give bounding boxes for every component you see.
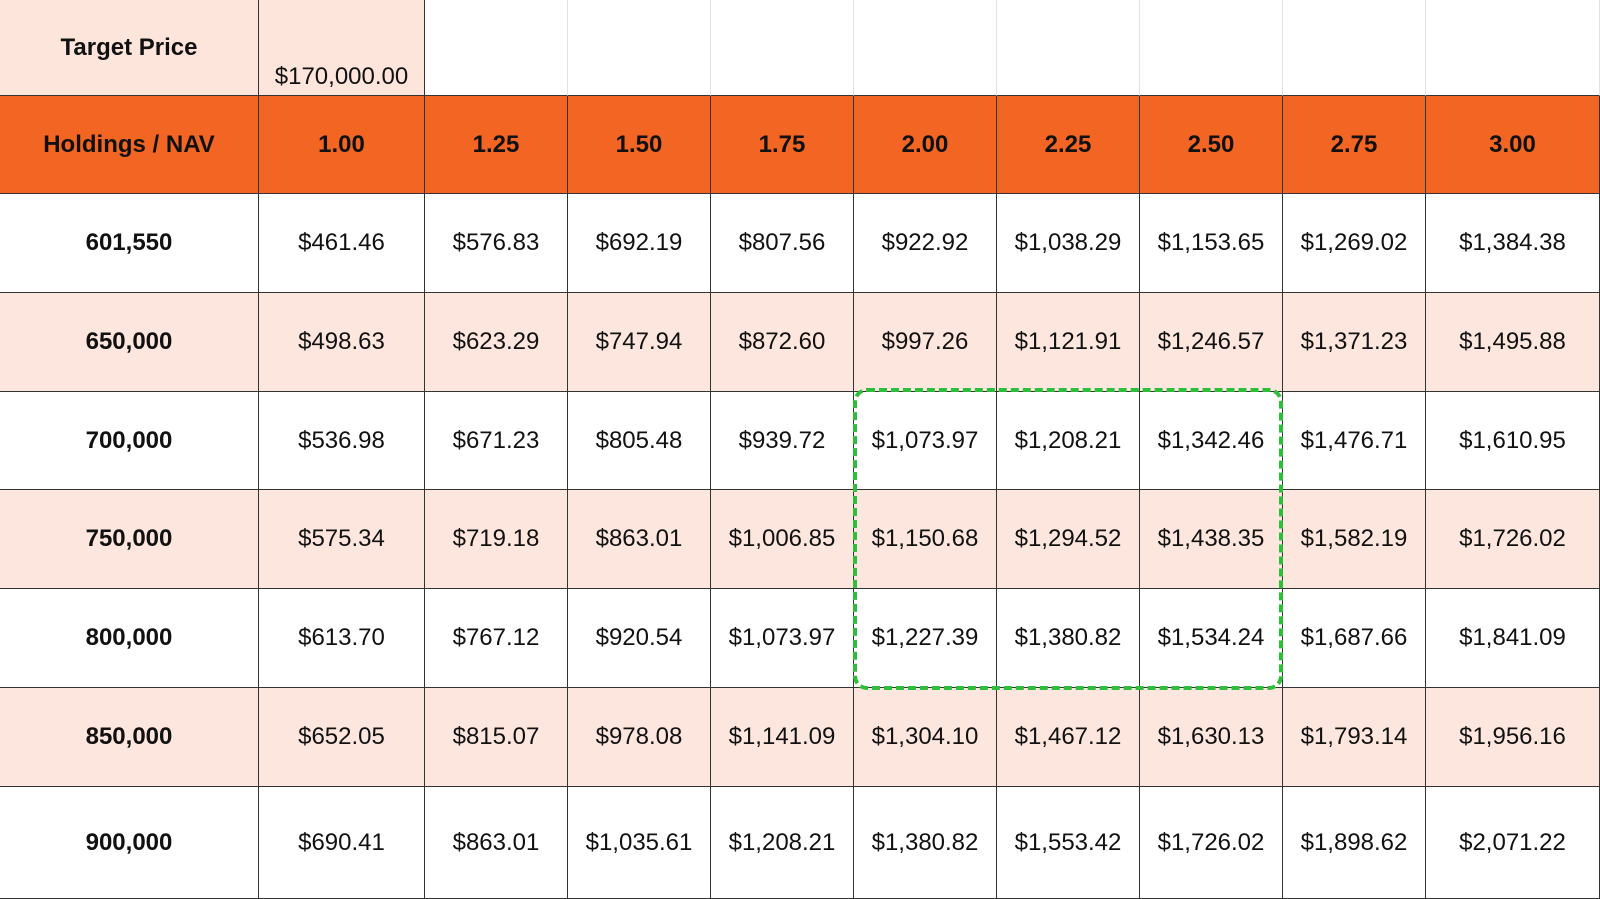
- value-cell: $613.70: [259, 589, 425, 688]
- value-cell: $1,841.09: [1426, 589, 1600, 688]
- value-cell: $1,150.68: [854, 490, 997, 589]
- value-cell: $1,687.66: [1283, 589, 1426, 688]
- value-cell: $1,208.21: [997, 392, 1140, 490]
- value-cell: $1,495.88: [1426, 293, 1600, 392]
- value-cell: $997.26: [854, 293, 997, 392]
- value-cell: $1,793.14: [1283, 688, 1426, 787]
- value-cell: $1,006.85: [711, 490, 854, 589]
- value-cell: $863.01: [568, 490, 711, 589]
- value-cell: $1,553.42: [997, 787, 1140, 899]
- value-cell: $1,246.57: [1140, 293, 1283, 392]
- value-cell: $1,582.19: [1283, 490, 1426, 589]
- value-cell: $1,610.95: [1426, 392, 1600, 490]
- value-cell: $747.94: [568, 293, 711, 392]
- value-cell: $1,269.02: [1283, 194, 1426, 293]
- header-cell: 3.00: [1426, 96, 1600, 194]
- empty-cell: [997, 0, 1140, 96]
- value-cell: $1,380.82: [997, 589, 1140, 688]
- empty-cell: [1140, 0, 1283, 96]
- value-cell: $1,227.39: [854, 589, 997, 688]
- value-cell: $1,073.97: [711, 589, 854, 688]
- value-cell: $1,121.91: [997, 293, 1140, 392]
- value-cell: $1,035.61: [568, 787, 711, 899]
- row-label: 700,000: [0, 392, 259, 490]
- row-label: 601,550: [0, 194, 259, 293]
- value-cell: $1,384.38: [1426, 194, 1600, 293]
- header-cell: Holdings / NAV: [0, 96, 259, 194]
- value-cell: $576.83: [425, 194, 568, 293]
- empty-cell: [854, 0, 997, 96]
- value-cell: $1,956.16: [1426, 688, 1600, 787]
- target-label: Target Price: [0, 0, 259, 96]
- empty-cell: [568, 0, 711, 96]
- header-cell: 1.00: [259, 96, 425, 194]
- value-cell: $2,071.22: [1426, 787, 1600, 899]
- header-cell: 2.75: [1283, 96, 1426, 194]
- value-cell: $575.34: [259, 490, 425, 589]
- empty-cell: [1283, 0, 1426, 96]
- empty-cell: [1426, 0, 1600, 96]
- header-cell: 1.25: [425, 96, 568, 194]
- value-cell: $815.07: [425, 688, 568, 787]
- value-cell: $805.48: [568, 392, 711, 490]
- header-cell: 2.00: [854, 96, 997, 194]
- value-cell: $1,726.02: [1426, 490, 1600, 589]
- value-cell: $767.12: [425, 589, 568, 688]
- row-label: 650,000: [0, 293, 259, 392]
- empty-cell: [425, 0, 568, 96]
- value-cell: $1,438.35: [1140, 490, 1283, 589]
- empty-cell: [711, 0, 854, 96]
- value-cell: $623.29: [425, 293, 568, 392]
- value-cell: $1,141.09: [711, 688, 854, 787]
- value-cell: $807.56: [711, 194, 854, 293]
- value-cell: $1,304.10: [854, 688, 997, 787]
- header-cell: 2.25: [997, 96, 1140, 194]
- value-cell: $1,476.71: [1283, 392, 1426, 490]
- target-value: $170,000.00: [259, 0, 425, 96]
- value-cell: $1,208.21: [711, 787, 854, 899]
- value-cell: $690.41: [259, 787, 425, 899]
- value-cell: $692.19: [568, 194, 711, 293]
- value-cell: $652.05: [259, 688, 425, 787]
- value-cell: $1,153.65: [1140, 194, 1283, 293]
- value-cell: $498.63: [259, 293, 425, 392]
- value-cell: $922.92: [854, 194, 997, 293]
- value-cell: $939.72: [711, 392, 854, 490]
- value-cell: $1,294.52: [997, 490, 1140, 589]
- row-label: 750,000: [0, 490, 259, 589]
- value-cell: $978.08: [568, 688, 711, 787]
- value-cell: $1,630.13: [1140, 688, 1283, 787]
- value-cell: $1,371.23: [1283, 293, 1426, 392]
- header-cell: 1.75: [711, 96, 854, 194]
- value-cell: $1,726.02: [1140, 787, 1283, 899]
- value-cell: $671.23: [425, 392, 568, 490]
- value-cell: $536.98: [259, 392, 425, 490]
- value-cell: $1,380.82: [854, 787, 997, 899]
- value-cell: $920.54: [568, 589, 711, 688]
- row-label: 800,000: [0, 589, 259, 688]
- value-cell: $1,073.97: [854, 392, 997, 490]
- value-cell: $1,898.62: [1283, 787, 1426, 899]
- value-cell: $872.60: [711, 293, 854, 392]
- header-cell: 1.50: [568, 96, 711, 194]
- value-cell: $1,038.29: [997, 194, 1140, 293]
- value-cell: $719.18: [425, 490, 568, 589]
- header-cell: 2.50: [1140, 96, 1283, 194]
- value-cell: $1,534.24: [1140, 589, 1283, 688]
- row-label: 900,000: [0, 787, 259, 899]
- value-cell: $1,467.12: [997, 688, 1140, 787]
- value-cell: $863.01: [425, 787, 568, 899]
- row-label: 850,000: [0, 688, 259, 787]
- value-cell: $1,342.46: [1140, 392, 1283, 490]
- value-cell: $461.46: [259, 194, 425, 293]
